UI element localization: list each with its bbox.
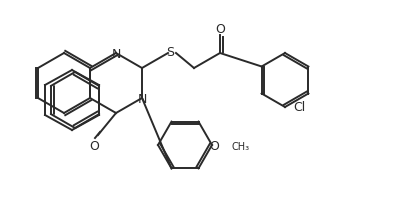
Text: O: O	[209, 140, 219, 153]
Text: S: S	[166, 46, 174, 59]
Text: N: N	[111, 47, 121, 60]
Text: N: N	[137, 93, 147, 106]
Text: Cl: Cl	[293, 100, 305, 113]
Text: O: O	[215, 22, 225, 35]
Text: CH₃: CH₃	[232, 142, 250, 152]
Text: O: O	[89, 139, 99, 152]
